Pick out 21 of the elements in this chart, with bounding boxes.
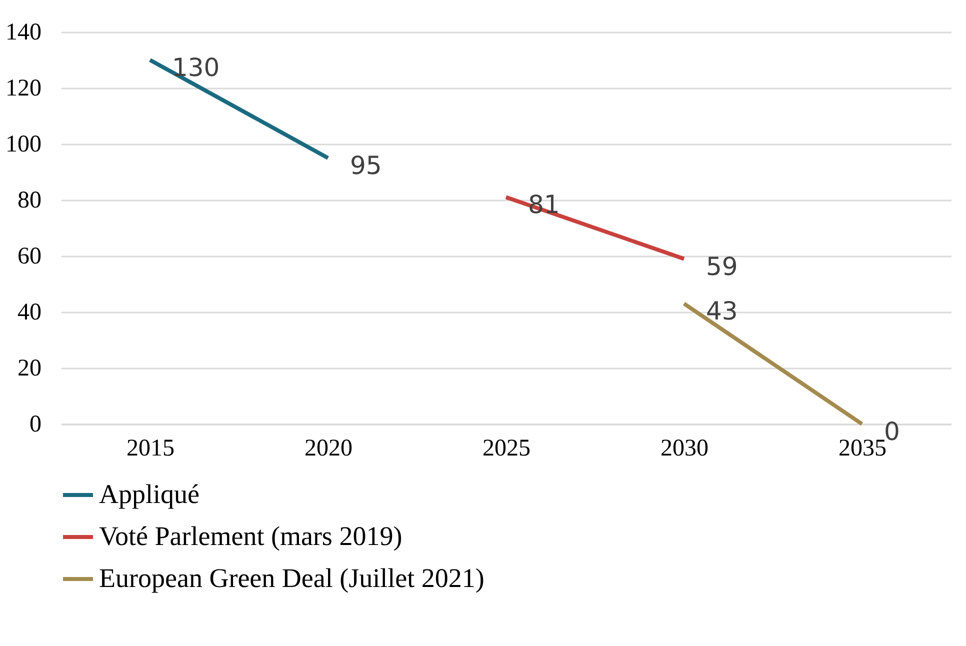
legend-label: Voté Parlement (mars 2019) [99, 521, 402, 551]
x-tick-label: 2025 [482, 436, 530, 462]
legend-label: European Green Deal (Juillet 2021) [99, 563, 484, 593]
data-label: 59 [706, 252, 738, 281]
y-tick-label: 20 [18, 356, 42, 382]
x-tick-label: 2015 [126, 436, 174, 462]
legend-label: Appliqué [99, 479, 200, 509]
x-tick-label: 2030 [660, 436, 708, 462]
data-label: 130 [172, 53, 220, 82]
y-tick-label: 40 [18, 300, 42, 326]
data-label: 95 [350, 151, 382, 180]
y-tick-label: 100 [6, 132, 42, 158]
data-label: 43 [706, 296, 738, 326]
x-tick-label: 2020 [304, 436, 352, 462]
y-tick-label: 0 [30, 412, 42, 438]
data-label: 0 [884, 417, 900, 446]
y-tick-label: 80 [18, 188, 42, 214]
x-tick-label: 2035 [838, 436, 886, 462]
y-tick-label: 140 [6, 20, 42, 46]
y-tick-label: 60 [18, 244, 42, 270]
y-tick-label: 120 [6, 76, 42, 102]
